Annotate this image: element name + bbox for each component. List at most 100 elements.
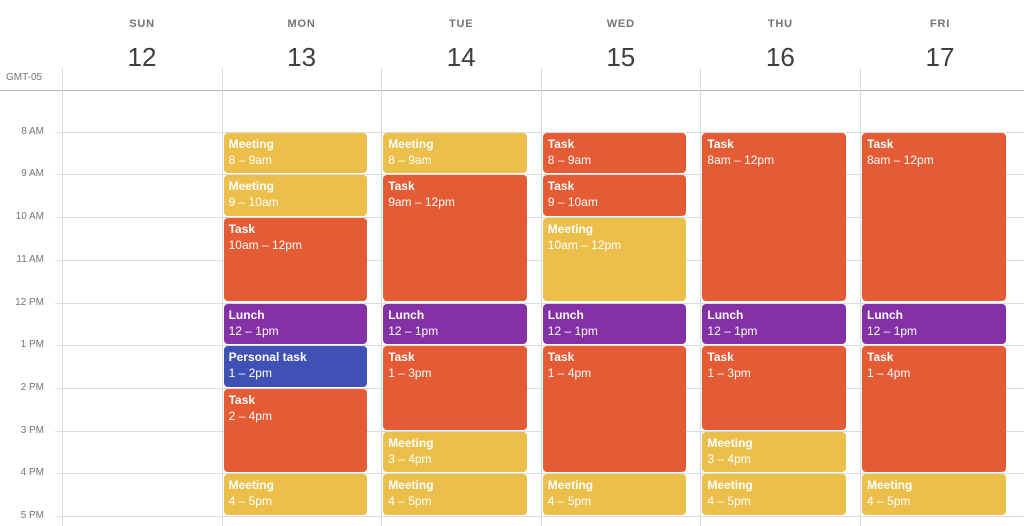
event[interactable]: Meeting 4 – 5pm xyxy=(862,474,1006,515)
event[interactable]: Meeting 3 – 4pm xyxy=(702,431,846,473)
event[interactable]: Task 9am – 12pm xyxy=(383,175,527,302)
event-time: 12 – 1pm xyxy=(388,323,439,338)
event-time: 10am – 12pm xyxy=(228,238,302,253)
hour-grid-line xyxy=(55,217,1024,219)
event-title: Lunch xyxy=(707,307,744,322)
day-divider xyxy=(62,68,63,526)
event-title: Task xyxy=(547,179,575,194)
event-title: Meeting xyxy=(388,136,434,151)
event[interactable]: Meeting 10am – 12pm xyxy=(542,218,687,302)
day-name: FRI xyxy=(929,18,951,30)
event-time: 1 – 2pm xyxy=(228,366,272,381)
event-time: 4 – 5pm xyxy=(388,494,432,509)
event[interactable]: Task 1 – 4pm xyxy=(542,346,687,473)
event-title: Task xyxy=(547,136,575,151)
event-time: 12 – 1pm xyxy=(707,323,758,338)
event[interactable]: Meeting 4 – 5pm xyxy=(542,474,687,515)
hour-label: 4 PM xyxy=(20,467,44,479)
event-title: Task xyxy=(388,179,415,194)
day-date: 12 xyxy=(127,42,157,72)
hour-grid-line xyxy=(55,174,1024,176)
event-title: Lunch xyxy=(547,307,584,322)
event-title: Meeting xyxy=(228,478,274,493)
day-name: TUE xyxy=(448,18,474,30)
day-divider xyxy=(381,68,383,526)
hour-grid-line xyxy=(55,516,1024,517)
event-time: 4 – 5pm xyxy=(707,494,751,509)
event[interactable]: Task 8am – 12pm xyxy=(862,132,1006,302)
event-time: 8 – 9am xyxy=(547,152,592,167)
event[interactable]: Task 8am – 12pm xyxy=(702,132,846,302)
event-time: 3 – 4pm xyxy=(707,451,751,466)
event-time: 8am – 12pm xyxy=(867,152,934,167)
event[interactable]: Task 1 – 4pm xyxy=(862,346,1006,473)
day-name: MON xyxy=(287,18,316,30)
event-time: 4 – 5pm xyxy=(228,494,272,509)
event-title: Lunch xyxy=(388,307,425,322)
day-name: THU xyxy=(767,18,793,30)
event-title: Meeting xyxy=(547,222,594,237)
event-title: Meeting xyxy=(707,435,753,450)
event-time: 10am – 12pm xyxy=(547,238,622,253)
event-title: Task xyxy=(707,350,734,365)
event-title: Task xyxy=(547,350,575,365)
hour-grid-line xyxy=(55,302,1024,304)
day-divider xyxy=(700,68,702,526)
event[interactable]: Meeting 4 – 5pm xyxy=(223,474,368,515)
day-date: 16 xyxy=(765,42,795,72)
event[interactable]: Lunch 12 – 1pm xyxy=(223,303,368,345)
event-title: Task xyxy=(228,392,256,407)
event[interactable]: Meeting 8 – 9am xyxy=(383,132,527,174)
hour-grid-line xyxy=(55,345,1024,347)
hour-label: 10 AM xyxy=(15,211,44,223)
event-time: 1 – 4pm xyxy=(547,366,592,381)
event-title: Task xyxy=(867,136,894,151)
event-time: 12 – 1pm xyxy=(547,323,598,338)
event-title: Meeting xyxy=(228,136,274,151)
hour-label: 3 PM xyxy=(20,424,44,436)
event-time: 4 – 5pm xyxy=(867,494,911,509)
event-time: 12 – 1pm xyxy=(228,323,279,338)
event[interactable]: Task 8 – 9am xyxy=(542,132,687,174)
hour-label: 8 AM xyxy=(21,125,44,137)
event-time: 1 – 3pm xyxy=(707,366,751,381)
hour-grid-line xyxy=(55,387,1024,389)
event[interactable]: Task 10am – 12pm xyxy=(223,218,368,302)
day-name: WED xyxy=(606,18,635,30)
day-date: 17 xyxy=(925,42,955,72)
event[interactable]: Meeting 3 – 4pm xyxy=(383,431,527,473)
hour-grid-line xyxy=(55,131,1024,133)
event[interactable]: Meeting 4 – 5pm xyxy=(702,474,846,515)
event-title: Meeting xyxy=(228,179,274,194)
event[interactable]: Lunch 12 – 1pm xyxy=(862,303,1006,345)
event[interactable]: Task 1 – 3pm xyxy=(383,346,527,430)
day-date: 13 xyxy=(287,42,317,72)
event[interactable]: Meeting 8 – 9am xyxy=(223,132,368,174)
event[interactable]: Lunch 12 – 1pm xyxy=(542,303,687,345)
event-title: Meeting xyxy=(867,478,913,493)
event[interactable]: Task 1 – 3pm xyxy=(702,346,846,430)
event-title: Task xyxy=(867,350,894,365)
event[interactable]: Meeting 9 – 10am xyxy=(223,175,368,217)
event-title: Meeting xyxy=(547,478,594,493)
header: GMT-05 SUN 12 MON 13 TUE 14 WED 15 THU 16 FRI 17 xyxy=(0,0,1024,91)
hour-grid-line xyxy=(55,430,1024,432)
event-time: 9am – 12pm xyxy=(388,195,455,210)
event-time: 2 – 4pm xyxy=(228,408,272,423)
event-title: Lunch xyxy=(867,307,903,322)
event[interactable]: Task 2 – 4pm xyxy=(223,388,368,473)
event-title: Lunch xyxy=(228,307,265,322)
event[interactable]: Lunch 12 – 1pm xyxy=(702,303,846,345)
event[interactable]: Meeting 4 – 5pm xyxy=(383,474,527,515)
hour-label: 1 PM xyxy=(20,339,44,351)
event[interactable]: Task 9 – 10am xyxy=(542,175,687,217)
hour-label: 5 PM xyxy=(20,510,44,521)
event[interactable]: Personal task 1 – 2pm xyxy=(223,346,368,387)
hour-label: 2 PM xyxy=(20,381,44,393)
event[interactable]: Lunch 12 – 1pm xyxy=(383,303,527,345)
day-divider xyxy=(860,68,861,526)
event-title: Task xyxy=(228,222,256,237)
event-time: 8 – 9am xyxy=(228,152,272,167)
event-time: 9 – 10am xyxy=(547,195,598,210)
